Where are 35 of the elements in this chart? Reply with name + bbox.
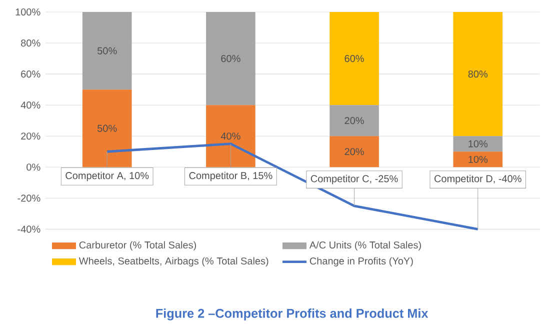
data-label: 80% [468, 70, 488, 78]
y-tick-label: 100% [16, 8, 40, 16]
data-label: 50% [98, 47, 117, 54]
annotation: Competitor D, -40% [434, 174, 522, 184]
y-tick-label: 60% [21, 70, 40, 78]
annotation: Competitor A, 10% [66, 172, 149, 182]
legend-label: Change in Profits (YoY) [310, 257, 413, 266]
bar [453, 152, 503, 168]
bar [206, 12, 256, 106]
legend-label: Carburetor (% Total Sales) [79, 241, 196, 250]
y-tick-label: 80% [21, 39, 40, 47]
bar [82, 12, 132, 90]
y-tick-label: -40% [18, 226, 40, 233]
data-label: 10% [468, 140, 488, 148]
y-tick-label: 20% [21, 132, 40, 140]
legend-label: Wheels, Seatbelts, Airbags (% Total Sales) [78, 257, 268, 266]
data-label: 60% [221, 54, 240, 62]
bar [453, 12, 503, 136]
bar [330, 12, 379, 106]
data-label: 40% [220, 132, 240, 140]
bar [330, 136, 379, 168]
legend-label: A/C Units (% Total Sales) [309, 241, 421, 250]
y-tick-label: -20% [18, 194, 40, 202]
data-label: 20% [344, 148, 364, 156]
bar [453, 136, 503, 152]
y-tick-label: 40% [20, 101, 40, 109]
annotation: Competitor B, 15% [189, 172, 272, 182]
y-tick-label: 0% [26, 164, 40, 171]
bar [330, 105, 379, 136]
text: Figure 2 –Competitor Profits and Product Mix [156, 308, 428, 320]
data-label: 60% [344, 54, 364, 62]
data-label: 10% [468, 156, 488, 163]
annotation: Competitor C, -25% [310, 174, 398, 184]
data-label: 50% [98, 124, 117, 132]
data-label: 20% [344, 116, 364, 124]
